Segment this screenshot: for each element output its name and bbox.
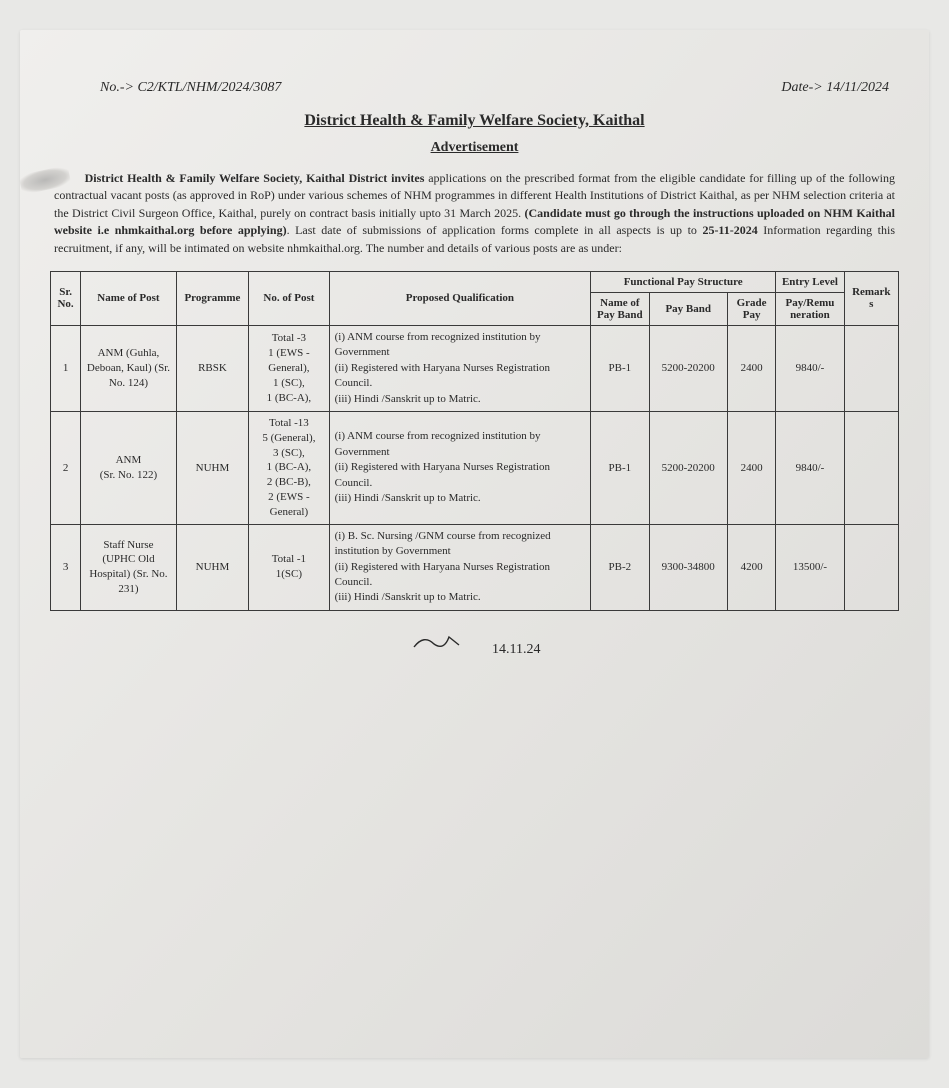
th-grade: Grade Pay (727, 292, 775, 325)
cell-nopost: Total -135 (General),3 (SC),1 (BC-A),2 (… (249, 411, 329, 524)
cell-entry: 9840/- (776, 325, 844, 411)
cell-nopost: Total -11(SC) (249, 524, 329, 610)
cell-post: ANM(Sr. No. 122) (81, 411, 177, 524)
cell-grade: 4200 (727, 524, 775, 610)
th-post: Name of Post (81, 271, 177, 325)
th-payband: Pay Band (649, 292, 727, 325)
th-payband-name: Name of Pay Band (591, 292, 649, 325)
th-entry-level: Entry Level (776, 271, 844, 292)
cell-srno: 2 (51, 411, 81, 524)
cell-srno: 1 (51, 325, 81, 411)
cell-nopost: Total -31 (EWS - General),1 (SC),1 (BC-A… (249, 325, 329, 411)
cell-remark (844, 411, 898, 524)
signature-block: 14.11.24 (50, 629, 899, 658)
table-body: 1ANM (Guhla, Deboan, Kaul) (Sr. No. 124)… (51, 325, 899, 610)
advertisement-paragraph: District Health & Family Welfare Society… (50, 170, 899, 257)
cell-programme: NUHM (176, 524, 248, 610)
cell-grade: 2400 (727, 411, 775, 524)
para-prefix-bold: District Health & Family Welfare Society… (85, 171, 425, 185)
cell-qualification: (i) ANM course from recognized instituti… (329, 325, 591, 411)
cell-entry: 13500/- (776, 524, 844, 610)
cell-payband-name: PB-2 (591, 524, 649, 610)
table-row: 3Staff Nurse (UPHC Old Hospital) (Sr. No… (51, 524, 899, 610)
date-handwritten: Date-> 14/11/2024 (781, 80, 889, 96)
th-functional-pay: Functional Pay Structure (591, 271, 776, 292)
cell-remark (844, 325, 898, 411)
signature-date: 14.11.24 (492, 642, 540, 657)
cell-post: ANM (Guhla, Deboan, Kaul) (Sr. No. 124) (81, 325, 177, 411)
document-subtitle: Advertisement (50, 140, 899, 156)
th-entry-sub: Pay/Remu neration (776, 292, 844, 325)
cell-qualification: (i) ANM course from recognized instituti… (329, 411, 591, 524)
para-bold3: 25-11-2024 (702, 223, 757, 237)
posts-table: Sr. No. Name of Post Programme No. of Po… (50, 271, 899, 611)
para-mid2: . Last date of submissions of applicatio… (287, 223, 703, 237)
th-srno: Sr. No. (51, 271, 81, 325)
signature-scribble-icon (409, 629, 489, 653)
cell-payband: 5200-20200 (649, 325, 727, 411)
table-row: 2ANM(Sr. No. 122)NUHMTotal -135 (General… (51, 411, 899, 524)
th-nopost: No. of Post (249, 271, 329, 325)
th-qualification: Proposed Qualification (329, 271, 591, 325)
cell-payband: 5200-20200 (649, 411, 727, 524)
reference-number: No.-> C2/KTL/NHM/2024/3087 (100, 80, 281, 96)
cell-payband: 9300-34800 (649, 524, 727, 610)
cell-post: Staff Nurse (UPHC Old Hospital) (Sr. No.… (81, 524, 177, 610)
th-programme: Programme (176, 271, 248, 325)
table-row: 1ANM (Guhla, Deboan, Kaul) (Sr. No. 124)… (51, 325, 899, 411)
document-page: No.-> C2/KTL/NHM/2024/3087 Date-> 14/11/… (20, 30, 929, 1058)
document-title: District Health & Family Welfare Society… (50, 112, 899, 130)
cell-payband-name: PB-1 (591, 325, 649, 411)
cell-payband-name: PB-1 (591, 411, 649, 524)
handwritten-header: No.-> C2/KTL/NHM/2024/3087 Date-> 14/11/… (50, 80, 899, 96)
cell-srno: 3 (51, 524, 81, 610)
cell-qualification: (i) B. Sc. Nursing /GNM course from reco… (329, 524, 591, 610)
th-remark: Remark s (844, 271, 898, 325)
cell-remark (844, 524, 898, 610)
cell-programme: NUHM (176, 411, 248, 524)
table-header-row-1: Sr. No. Name of Post Programme No. of Po… (51, 271, 899, 292)
cell-entry: 9840/- (776, 411, 844, 524)
cell-programme: RBSK (176, 325, 248, 411)
cell-grade: 2400 (727, 325, 775, 411)
